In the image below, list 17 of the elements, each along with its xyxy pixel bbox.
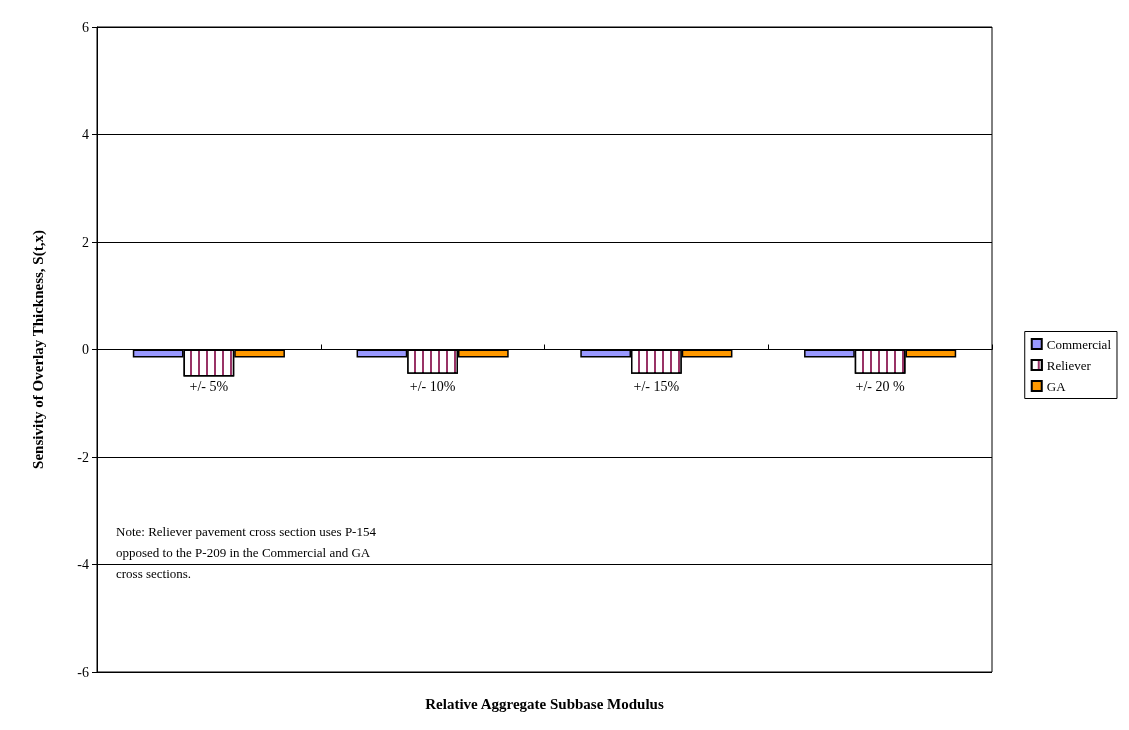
x-tick-label: +/- 15% (633, 379, 680, 394)
y-tick-label: 4 (82, 127, 89, 142)
legend-label: GA (1046, 378, 1067, 394)
y-tick-label: 6 (82, 19, 89, 35)
y-tick-label: 0 (82, 342, 89, 357)
y-tick-label: -2 (77, 449, 89, 465)
legend-label: Reliever (1046, 357, 1092, 373)
y-tick-label: 2 (82, 234, 89, 250)
x-tick-label: +/- 5% (189, 379, 229, 394)
x-tick-label: +/- 20 % (855, 379, 906, 394)
y-tick-label: -6 (77, 664, 89, 680)
legend-label: Commercial (1046, 336, 1112, 352)
y-tick-label: -4 (77, 557, 89, 572)
x-tick-label: +/- 10% (409, 379, 456, 394)
annotation: Note: Reliever pavement cross section uses P-154 opposed to the P-209 in the Commercial and GA cross sections. (116, 524, 377, 581)
y-axis-title: Sensivity of Overlay Thickness, S(t,x) (29, 230, 47, 469)
x-axis-title: Relative Aggregate Subbase Modulus (425, 695, 664, 712)
